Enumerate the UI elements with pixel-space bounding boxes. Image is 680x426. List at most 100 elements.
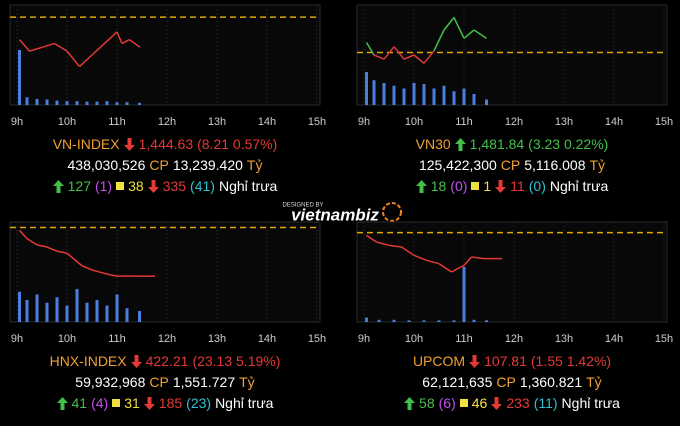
info-row: 58 (6) 46 233 (11) Nghỉ trưa [347, 395, 677, 411]
price-line [103, 31, 118, 45]
volume-bar [407, 320, 411, 322]
volume-bar [365, 72, 368, 105]
status: Nghỉ trưa [561, 395, 620, 411]
info-row: 438,030,526 CP 13,239.420 Tỷ [0, 157, 330, 173]
unit: Tỷ [239, 374, 255, 390]
arrow-shape [495, 179, 507, 193]
index-value: 422.21 [145, 353, 189, 369]
x-tick-label: 12h [505, 333, 523, 345]
arrow-shape [491, 396, 503, 410]
volume-bar [472, 94, 476, 105]
info-row: VN30 1,481.84 (3.23 0.22%) [347, 136, 677, 152]
up-arrow [404, 396, 416, 410]
x-tick-label: 14h [605, 333, 623, 345]
watermark-small: DESIGNED BY [282, 203, 323, 209]
volume-bar [377, 319, 381, 322]
x-tick-label: 13h [555, 116, 573, 128]
unchanged-icon [459, 399, 468, 407]
unchanged: 1 [483, 178, 492, 194]
volume-bar [412, 83, 416, 105]
x-tick-label: 14h [258, 116, 276, 128]
x-tick-label: 9h [358, 116, 370, 128]
index-name: VN30 [415, 136, 451, 152]
volume-bar [75, 101, 79, 105]
index-name: VN-INDEX [52, 136, 120, 152]
info-row: UPCOM 107.81 (1.55 1.42%) [347, 353, 677, 369]
price-line [81, 265, 93, 271]
arrow-shape [56, 396, 68, 410]
arrow-shape [404, 396, 416, 410]
status: Nghỉ trưa [215, 395, 274, 411]
index-change: (1.55 1.42%) [530, 353, 612, 369]
ceiling: (1) [94, 178, 113, 194]
unit: Tỷ [589, 157, 606, 173]
advances: 18 [430, 178, 447, 194]
volume-bar [35, 98, 39, 105]
x-tick-label: 11h [455, 116, 473, 128]
cp-label: CP [500, 157, 521, 173]
panel [9, 4, 321, 106]
x-tick-label: 14h [605, 116, 623, 128]
volume-bar [372, 80, 376, 105]
price-line [383, 46, 395, 60]
cp-value: 5,116.008 [524, 157, 586, 173]
volume-bar [25, 300, 29, 322]
floor: (23) [186, 395, 212, 411]
price-line [366, 234, 377, 243]
unchanged: 46 [471, 395, 488, 411]
volume: 125,422,300 [418, 157, 497, 173]
index-value: 107.81 [484, 353, 527, 369]
price-line [66, 252, 75, 261]
down-arrow [469, 354, 481, 368]
price-line [26, 238, 38, 246]
info-row: HNX-INDEX 422.21 (23.13 5.19%) [0, 353, 330, 369]
price-line [376, 241, 390, 247]
x-tick-label: 12h [505, 116, 523, 128]
panel [356, 4, 668, 106]
x-tick-label: 11h [108, 333, 126, 345]
declines: 185 [158, 395, 183, 411]
index-change: (23.13 5.19%) [192, 353, 281, 369]
x-tick-label: 13h [208, 333, 226, 345]
volume-bar [55, 100, 59, 105]
volume-bar [85, 302, 89, 322]
down-arrow [143, 396, 155, 410]
x-tick-label: 15h [308, 116, 326, 128]
volume-bar [485, 320, 488, 322]
volume-bar [422, 84, 426, 105]
cp-value: 1,360.821 [519, 374, 583, 390]
volume-bar [437, 320, 441, 322]
info-row: 18 (0) 1 11 (0) Nghỉ trưa [347, 178, 677, 194]
declines: 11 [510, 178, 525, 194]
price-line [463, 256, 473, 266]
cp-label: CP [149, 157, 169, 173]
info-row: 127 (1) 38 335 (41) Nghỉ trưa [0, 178, 330, 194]
floor: (41) [190, 178, 215, 194]
price-line [91, 42, 106, 56]
status: Nghỉ trưa [549, 178, 609, 194]
volume-bar [105, 101, 109, 105]
volume-bar [85, 101, 89, 105]
status: Nghỉ trưa [218, 178, 278, 194]
unchanged: 38 [128, 178, 144, 194]
volume: 62,121,635 [422, 374, 493, 390]
x-tick-label: 9h [11, 333, 23, 345]
volume-bar [432, 88, 436, 105]
volume: 438,030,526 [67, 157, 146, 173]
unit: Tỷ [246, 157, 263, 173]
price-line [54, 42, 68, 52]
up-arrow [415, 179, 427, 193]
declines: 233 [506, 395, 530, 411]
index-change: (3.23 0.22%) [528, 136, 609, 152]
volume-bar [485, 99, 488, 105]
price-line [438, 263, 452, 273]
info-row: 59,932,968 CP 1,551.727 Tỷ [0, 374, 330, 390]
volume-bar [462, 88, 466, 105]
x-tick-label: 12h [158, 116, 176, 128]
watermark-brand: vietnambiz [291, 205, 379, 224]
volume: 59,932,968 [75, 374, 146, 390]
price-line [46, 246, 58, 252]
down-arrow [123, 137, 135, 151]
down-arrow [495, 179, 507, 193]
